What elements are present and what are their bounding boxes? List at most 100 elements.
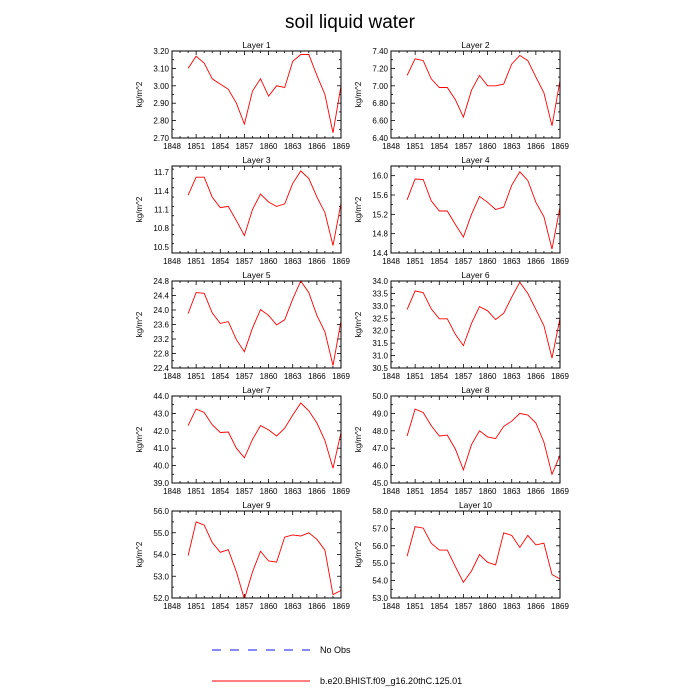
x-tick-label: 1866 — [308, 257, 326, 266]
y-tick-label: 11.7 — [154, 168, 170, 177]
x-tick-label: 1869 — [551, 372, 569, 381]
y-tick-label: 2.90 — [153, 99, 169, 108]
series-line — [187, 521, 341, 598]
y-tick-label: 55.0 — [153, 529, 169, 538]
x-tick-label: 1848 — [163, 372, 181, 381]
x-tick-label: 1851 — [187, 602, 205, 611]
y-tick-label: 55.0 — [372, 559, 388, 568]
y-axis-label: kg/m^2 — [135, 311, 144, 337]
x-tick-label: 1854 — [430, 487, 448, 496]
x-tick-label: 1851 — [406, 487, 424, 496]
y-tick-label: 22.4 — [153, 364, 169, 373]
x-tick-label: 1860 — [260, 257, 278, 266]
x-tick-label: 1866 — [527, 487, 545, 496]
series-line — [406, 54, 560, 126]
plot-frame — [171, 165, 342, 254]
plot-frame — [171, 280, 342, 369]
y-axis-label: kg/m^2 — [354, 81, 363, 107]
panel-title: Layer 5 — [242, 270, 271, 280]
y-tick-label: 45.0 — [372, 479, 388, 488]
y-tick-label: 3.00 — [153, 82, 169, 91]
y-tick-label: 44.0 — [153, 392, 169, 401]
plot-frame — [390, 510, 561, 599]
x-tick-label: 1869 — [332, 487, 350, 496]
plot-frame — [171, 395, 342, 484]
y-tick-label: 6.60 — [372, 117, 388, 126]
x-tick-label: 1863 — [503, 257, 521, 266]
panel-layer-4: Layer 4 14.4 14.8 15.2 15.6 16.0 1848 1851 1854 1… — [354, 155, 569, 266]
y-tick-label: 14.8 — [372, 230, 388, 239]
y-tick-label: 14.4 — [372, 249, 388, 258]
y-tick-label: 31.5 — [372, 339, 388, 348]
x-tick-label: 1848 — [382, 142, 400, 151]
x-tick-label: 1860 — [260, 142, 278, 151]
panel-layer-5: Layer 5 22.4 22.8 23.2 23.6 24.0 24.4 24.8 1848 1… — [135, 270, 350, 381]
y-tick-label: 46.0 — [372, 462, 388, 471]
y-tick-label: 43.0 — [153, 409, 169, 418]
y-tick-label: 23.2 — [153, 335, 169, 344]
figure-title: soil liquid water — [285, 12, 416, 33]
plot-frame — [171, 510, 342, 599]
y-tick-label: 33.5 — [372, 289, 388, 298]
y-tick-label: 53.0 — [153, 572, 169, 581]
y-tick-label: 47.0 — [372, 444, 388, 453]
y-tick-label: 7.20 — [372, 64, 388, 73]
x-tick-label: 1851 — [406, 602, 424, 611]
x-tick-label: 1863 — [503, 372, 521, 381]
x-tick-label: 1860 — [260, 487, 278, 496]
y-tick-label: 6.80 — [372, 99, 388, 108]
y-tick-label: 6.40 — [372, 134, 388, 143]
x-tick-label: 1851 — [187, 142, 205, 151]
x-tick-label: 1851 — [406, 142, 424, 151]
panel-layer-8: Layer 8 45.0 46.0 47.0 48.0 49.0 50.0 1848 1851 1… — [354, 385, 569, 496]
x-tick-label: 1866 — [527, 602, 545, 611]
x-tick-label: 1869 — [551, 602, 569, 611]
y-tick-label: 42.0 — [153, 427, 169, 436]
x-tick-label: 1857 — [455, 487, 473, 496]
x-tick-label: 1857 — [236, 602, 254, 611]
y-tick-label: 16.0 — [372, 172, 388, 181]
x-tick-label: 1851 — [187, 372, 205, 381]
series-line — [406, 171, 560, 250]
plot-frame — [390, 280, 561, 369]
panel-title: Layer 4 — [461, 155, 490, 165]
x-tick-label: 1848 — [163, 142, 181, 151]
y-tick-label: 31.0 — [372, 352, 388, 361]
y-tick-label: 40.0 — [153, 462, 169, 471]
series-line — [187, 54, 341, 133]
x-tick-label: 1863 — [503, 142, 521, 151]
x-tick-label: 1869 — [551, 142, 569, 151]
panel-title: Layer 7 — [242, 385, 271, 395]
x-tick-label: 1854 — [211, 142, 229, 151]
x-tick-label: 1857 — [236, 142, 254, 151]
y-axis-label: kg/m^2 — [354, 541, 363, 567]
panel-layer-3: Layer 3 10.5 10.8 11.1 11.4 11.7 1848 1851 1854 1… — [135, 155, 350, 266]
y-tick-label: 33.0 — [372, 302, 388, 311]
x-tick-label: 1848 — [163, 487, 181, 496]
y-tick-label: 32.0 — [372, 327, 388, 336]
y-tick-label: 22.8 — [153, 350, 169, 359]
x-tick-label: 1854 — [211, 487, 229, 496]
y-tick-label: 2.70 — [153, 134, 169, 143]
y-tick-label: 39.0 — [153, 479, 169, 488]
plot-frame — [171, 50, 342, 139]
x-tick-label: 1860 — [479, 142, 497, 151]
x-tick-label: 1857 — [455, 602, 473, 611]
y-tick-label: 11.4 — [154, 187, 170, 196]
x-tick-label: 1854 — [430, 257, 448, 266]
x-tick-label: 1863 — [284, 257, 302, 266]
panel-layer-10: Layer 10 53.0 54.0 55.0 56.0 57.0 58.0 1848 1851… — [354, 500, 569, 611]
x-tick-label: 1869 — [332, 602, 350, 611]
y-tick-label: 23.6 — [153, 321, 169, 330]
panel-layer-1: Layer 1 2.70 2.80 2.90 3.00 3.10 3.20 1848 1851 1… — [135, 40, 350, 151]
x-tick-label: 1848 — [382, 257, 400, 266]
panel-title: Layer 8 — [461, 385, 490, 395]
x-tick-label: 1866 — [308, 142, 326, 151]
y-tick-label: 48.0 — [372, 427, 388, 436]
panel-layer-7: Layer 7 39.0 40.0 41.0 42.0 43.0 44.0 1848 1851 1… — [135, 385, 350, 496]
x-tick-label: 1857 — [455, 257, 473, 266]
legend: No Obs b.e20.BHIST.f09_g16.20thC.125.01 — [212, 645, 462, 686]
y-tick-label: 56.0 — [372, 542, 388, 551]
x-tick-label: 1860 — [479, 602, 497, 611]
y-tick-label: 32.5 — [372, 314, 388, 323]
